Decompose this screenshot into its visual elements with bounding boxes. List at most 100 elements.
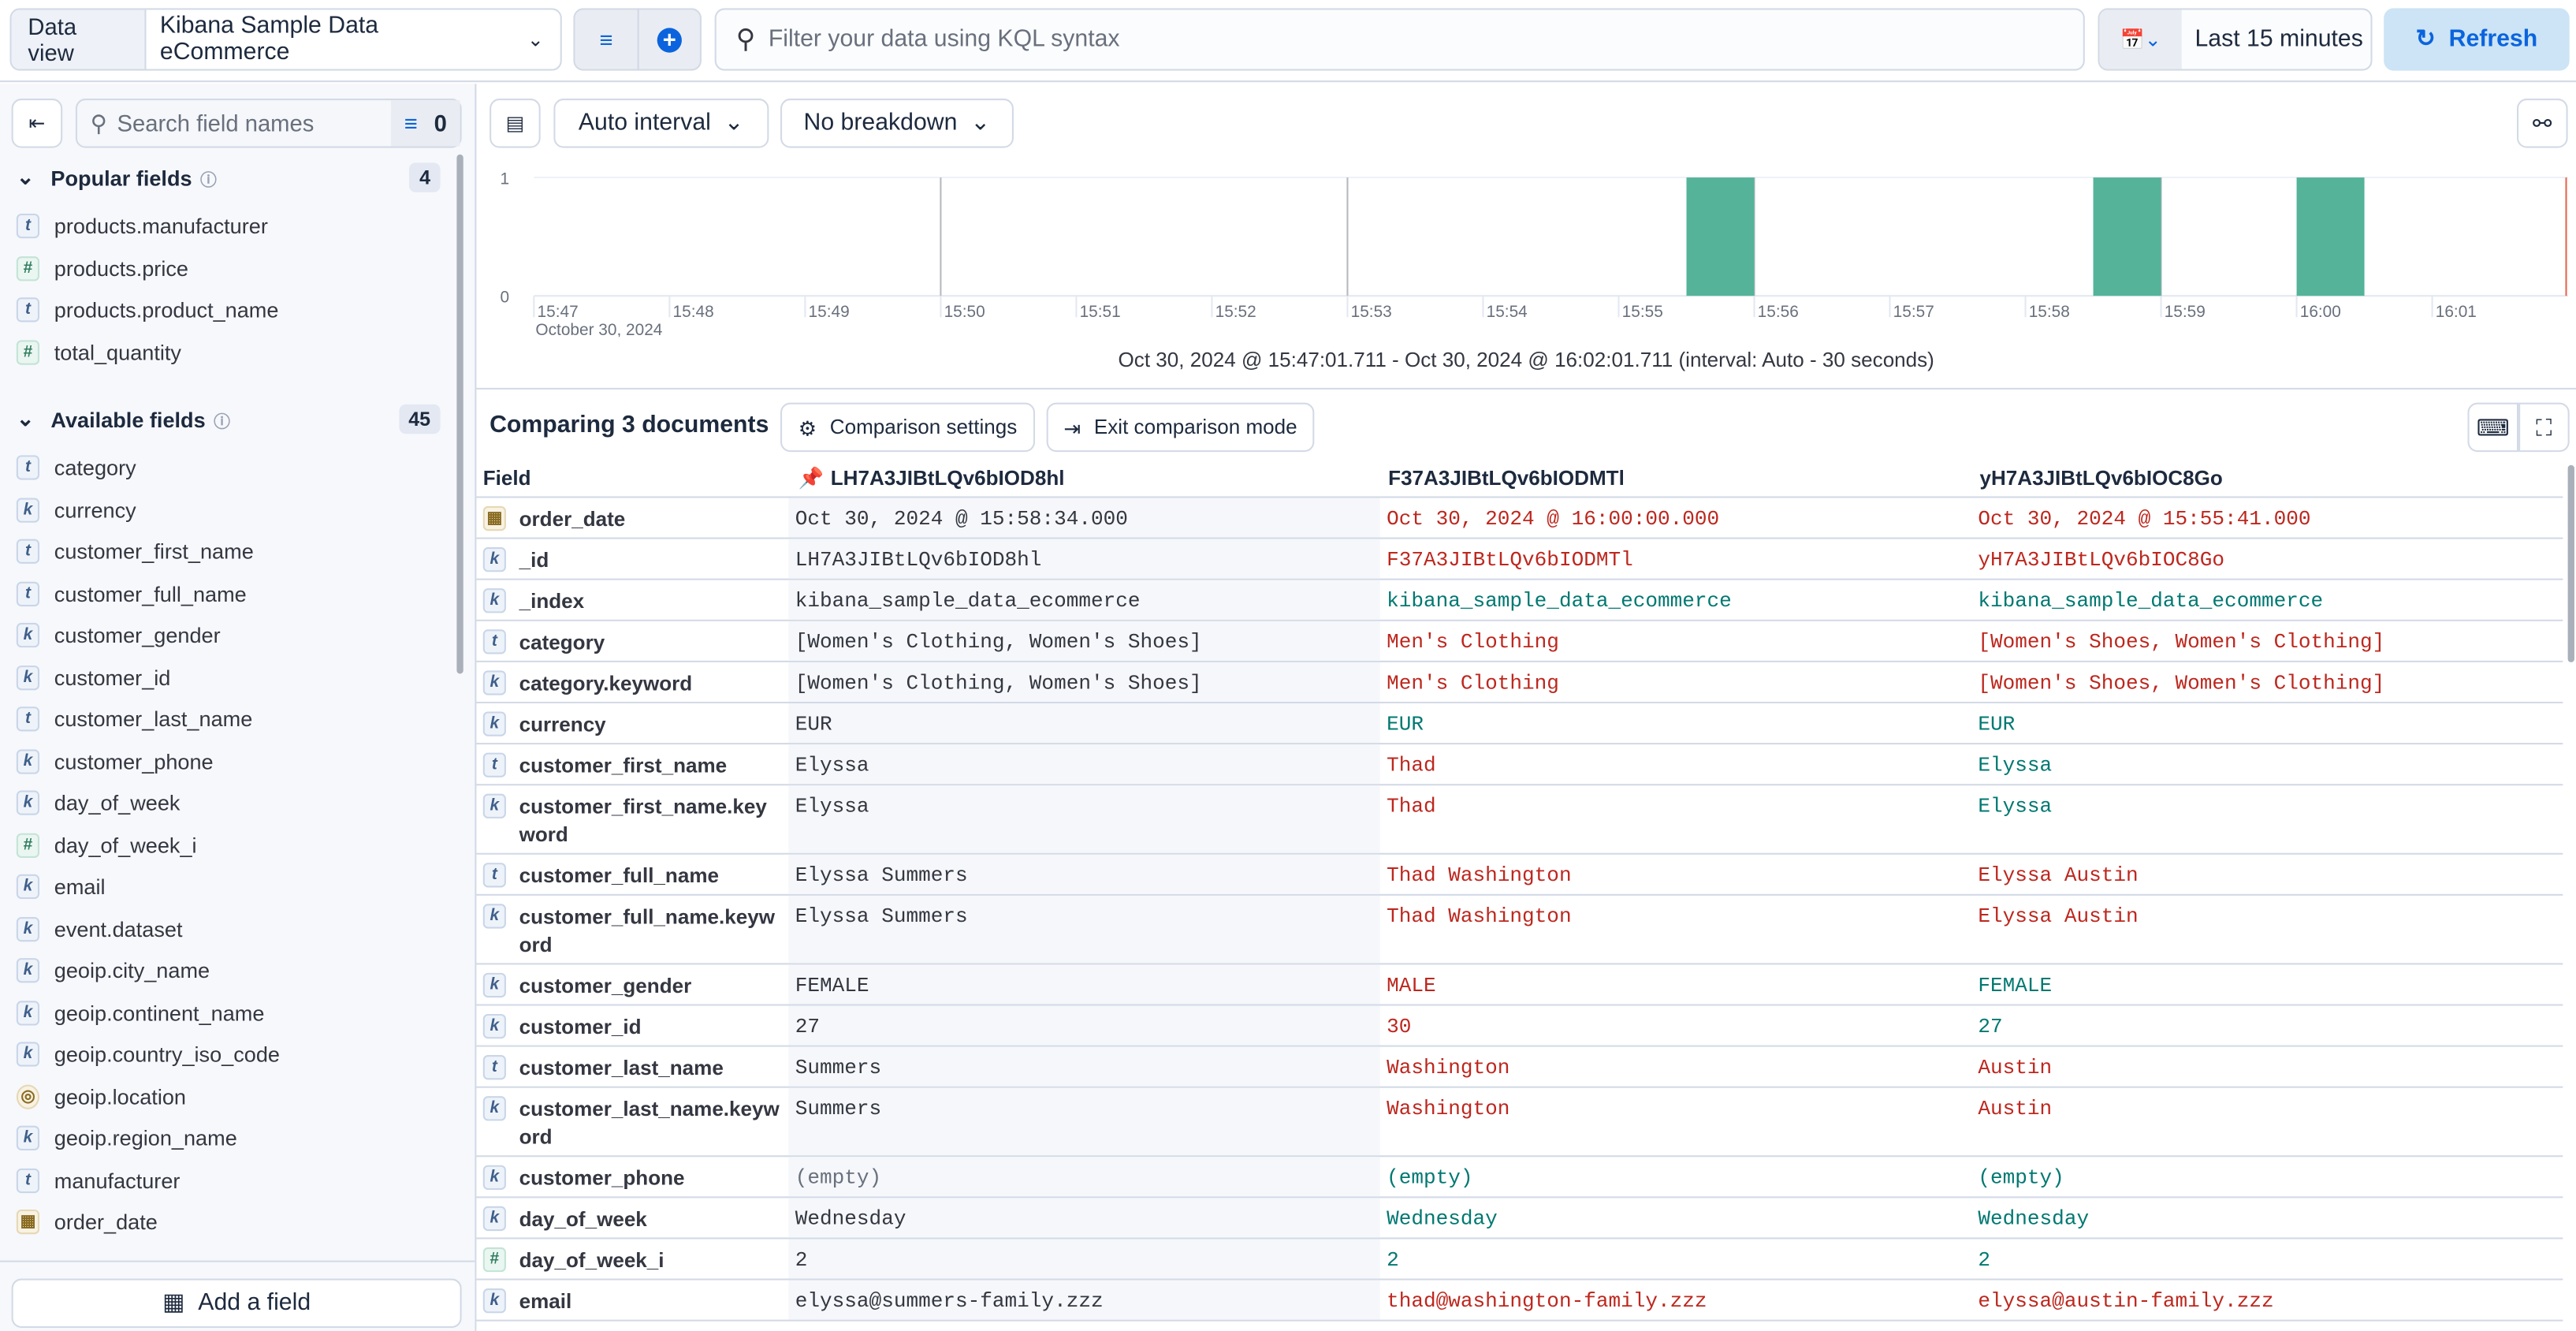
value-cell: elyssa@austin-family.zzz	[1978, 1290, 2274, 1314]
field-type-text-icon: t	[482, 1055, 506, 1080]
value-cell: kibana_sample_data_ecommerce	[1978, 590, 2324, 613]
add-field-button[interactable]: ▦ Add a field	[11, 1278, 462, 1329]
field-cell: k email	[476, 1281, 788, 1320]
table-row: t customer_last_name Summers Washington Aust…	[476, 1046, 2563, 1088]
field-item[interactable]: t products.product_name	[16, 297, 278, 322]
value-cell: 30	[1387, 1016, 1412, 1039]
fullscreen-button[interactable]: ⛶	[2518, 402, 2570, 453]
x-tick-label: 15:58	[2029, 303, 2070, 321]
exit-comparison-button[interactable]: ⇥ Exit comparison mode	[1046, 402, 1315, 453]
field-name: order_date	[519, 508, 626, 531]
doc-column-header-1[interactable]: 📌 LH7A3JIBtLQv6bIOD8hl	[798, 467, 1065, 491]
field-item[interactable]: k customer_id	[16, 665, 171, 690]
field-item[interactable]: ▦ order_date	[16, 1209, 158, 1235]
collapse-sidebar-button[interactable]: ⇤	[11, 99, 63, 148]
x-tick-label: 16:01	[2436, 303, 2477, 321]
field-search-input[interactable]: ⚲ Search field names ≡ 0	[75, 99, 462, 148]
value-cell: Austin	[1978, 1057, 2053, 1080]
field-sidebar: ⇤ ⚲ Search field names ≡ 0 ⌄ Popular field…	[0, 84, 477, 1331]
field-name: geoip.region_name	[54, 1125, 237, 1150]
value-cell: [Women's Clothing, Women's Shoes]	[788, 662, 1380, 702]
field-item[interactable]: # day_of_week_i	[16, 832, 197, 857]
keyboard-shortcuts-button[interactable]: ⌨	[2467, 402, 2519, 453]
x-tick-label: 15:56	[1758, 303, 1799, 321]
field-cell: t customer_last_name	[476, 1047, 788, 1087]
field-name: geoip.city_name	[54, 958, 210, 983]
calendar-icon[interactable]: 📅⌄	[2099, 9, 2182, 69]
field-name: _id	[519, 549, 549, 572]
add-filter-button[interactable]: +	[637, 8, 702, 71]
data-view-value: Kibana Sample Data eCommerce	[159, 13, 379, 66]
table-scrollbar[interactable]	[2567, 464, 2574, 662]
comparison-settings-button[interactable]: ⚙ Comparison settings	[780, 402, 1036, 453]
doc-column-header-3[interactable]: yH7A3JIBtLQv6bIOC8Go	[1979, 466, 2223, 490]
field-name: day_of_week	[519, 1207, 647, 1232]
field-item[interactable]: k day_of_week	[16, 790, 181, 815]
field-name: customer_full_name	[519, 864, 720, 888]
table-row: # day_of_week_i 2 2 2	[476, 1239, 2563, 1281]
field-item[interactable]: t products.manufacturer	[16, 213, 268, 239]
field-item[interactable]: t customer_first_name	[16, 539, 254, 564]
field-cell: k customer_first_name.keyword	[476, 785, 788, 852]
field-item[interactable]: # products.price	[16, 255, 188, 281]
value-cell: 2	[1387, 1248, 1399, 1273]
field-item[interactable]: t customer_full_name	[16, 580, 247, 606]
field-item[interactable]: k event.dataset	[16, 915, 183, 941]
available-fields-header[interactable]: ⌄ Available fields ⓘ 45	[17, 404, 441, 434]
field-type-keyword-icon: k	[482, 793, 506, 818]
breakdown-select[interactable]: No breakdown ⌄	[780, 99, 1014, 148]
doc-column-header-2[interactable]: F37A3JIBtLQv6bIODMTl	[1388, 466, 1625, 490]
refresh-label: Refresh	[2448, 26, 2538, 53]
field-item[interactable]: t customer_last_name	[16, 707, 252, 732]
field-item[interactable]: ◎ geoip.location	[16, 1083, 186, 1109]
field-item[interactable]: k geoip.region_name	[16, 1125, 237, 1150]
exit-comparison-label: Exit comparison mode	[1093, 416, 1297, 439]
field-item[interactable]: t manufacturer	[16, 1167, 181, 1193]
field-item[interactable]: k customer_phone	[16, 748, 214, 774]
chart-options-button[interactable]: ⚯	[2516, 99, 2568, 148]
x-tick-label: 15:49	[809, 303, 850, 321]
field-type-number-icon: #	[482, 1247, 506, 1273]
field-type-filter-button[interactable]: ≡ 0	[391, 100, 460, 147]
field-cell: k _id	[476, 539, 788, 579]
top-bar: Data view Kibana Sample Data eCommerce ⌄…	[0, 0, 2576, 83]
refresh-button[interactable]: ↻ Refresh	[2384, 8, 2570, 71]
value-cell: Thad	[1387, 795, 1436, 818]
field-name: customer_last_name	[519, 1057, 724, 1080]
field-type-keyword-icon: k	[16, 665, 40, 690]
query-input[interactable]: ⚲ Filter your data using KQL syntax	[714, 8, 2085, 71]
field-item[interactable]: # total_quantity	[16, 339, 181, 364]
field-type-keyword-icon: k	[482, 547, 506, 572]
value-cell: Thad	[1387, 754, 1436, 777]
field-item[interactable]: k currency	[16, 497, 136, 522]
field-type-keyword-icon: k	[16, 1000, 40, 1025]
refresh-icon: ↻	[2415, 26, 2436, 53]
field-item[interactable]: k customer_gender	[16, 622, 221, 648]
date-picker[interactable]: 📅⌄ Last 15 minutes	[2098, 8, 2373, 71]
field-item[interactable]: k email	[16, 874, 106, 900]
field-item[interactable]: k geoip.city_name	[16, 958, 210, 983]
sidebar-scrollbar[interactable]	[456, 154, 463, 674]
table-row: k day_of_week Wednesday Wednesday Wednesday	[476, 1198, 2563, 1240]
field-type-keyword-icon: k	[482, 972, 506, 998]
field-item[interactable]: t category	[16, 455, 136, 480]
toggle-chart-button[interactable]: ▤	[490, 99, 541, 148]
filter-menu-button[interactable]: ≡	[573, 8, 639, 71]
field-type-text-icon: t	[16, 455, 40, 480]
field-type-keyword-icon: k	[482, 1206, 506, 1232]
field-type-keyword-icon: k	[482, 588, 506, 613]
field-item[interactable]: k geoip.continent_name	[16, 1000, 264, 1025]
popular-fields-header[interactable]: ⌄ Popular fields ⓘ 4	[17, 162, 441, 192]
field-item[interactable]: k geoip.country_iso_code	[16, 1042, 280, 1067]
histogram-chart[interactable]: 0 1 15:47 15:48 15:49 15:50 15:51 15:52 15:53 15:…	[476, 156, 2576, 337]
data-view-picker[interactable]: Data view Kibana Sample Data eCommerce ⌄	[9, 8, 562, 71]
field-name: customer_gender	[519, 974, 692, 998]
value-cell: 2	[788, 1239, 1380, 1279]
field-type-text-icon: t	[482, 752, 506, 777]
interval-select[interactable]: Auto interval ⌄	[553, 99, 769, 148]
table-row: k category.keyword [Women's Clothing, Wome…	[476, 662, 2563, 704]
field-name: order_date	[54, 1209, 158, 1235]
visualize-icon: ⚯	[2533, 109, 2552, 136]
value-cell: Thad Washington	[1387, 905, 1572, 929]
field-name: category.keyword	[519, 672, 693, 695]
